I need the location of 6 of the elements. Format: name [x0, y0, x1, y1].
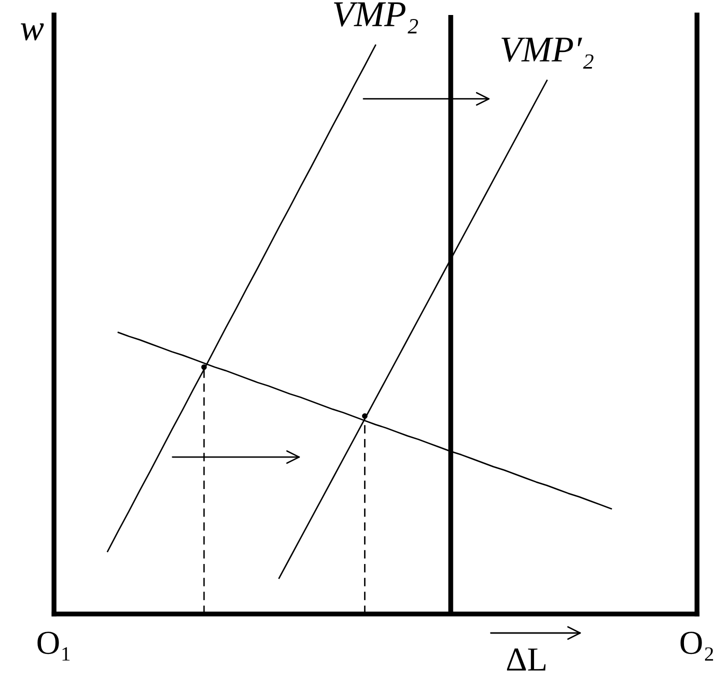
series-label: VMP₂ [334, 2, 418, 34]
text: ΔL [506, 648, 546, 670]
x-tick-label: O₁ [38, 632, 70, 660]
x-tick-label: O₂ [680, 632, 714, 661]
y-axis-title: w [20, 23, 44, 40]
series-label: VMP′₂ [502, 38, 594, 69]
